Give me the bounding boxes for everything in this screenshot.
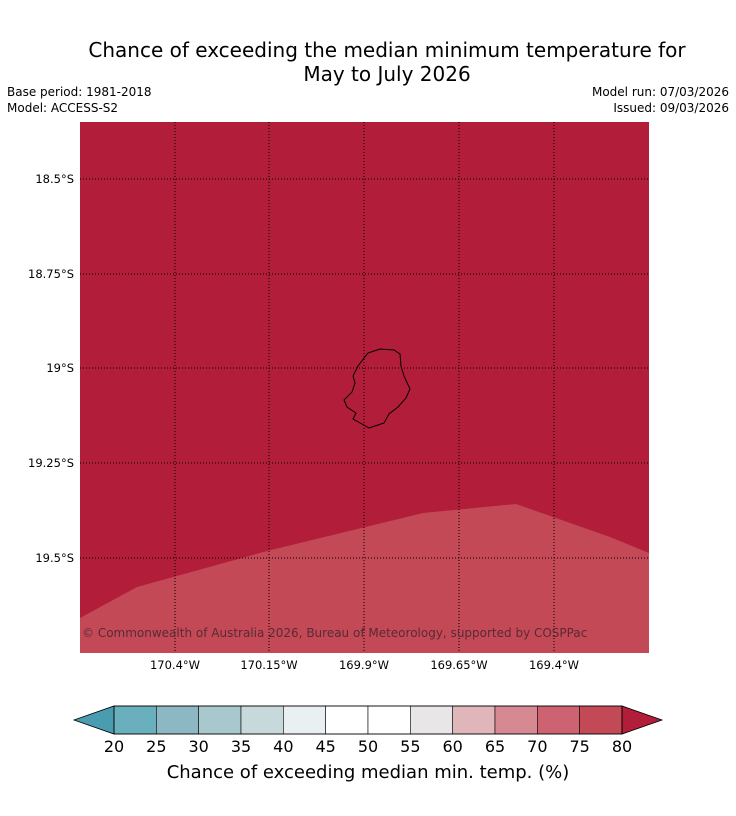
colorbar-tick-label: 80 xyxy=(612,737,632,756)
colorbar-cell xyxy=(579,705,623,735)
colorbar-tick-labels: 20 25 30 35 40 45 50 55 60 65 70 75 80 xyxy=(104,737,632,756)
colorbar-tick-label: 55 xyxy=(400,737,420,756)
colorbar-extend-low xyxy=(72,705,115,735)
colorbar-cell xyxy=(494,705,538,735)
colorbar-tick-label: 25 xyxy=(146,737,166,756)
colorbar-cell xyxy=(113,705,157,735)
lat-label: 19.5°S xyxy=(35,551,74,565)
lon-label: 170.15°W xyxy=(240,658,297,672)
colorbar-tick-label: 40 xyxy=(273,737,293,756)
lon-labels: 170.4°W 170.15°W 169.9°W 169.65°W 169.4°… xyxy=(150,658,579,672)
colorbar-cell xyxy=(240,705,284,735)
island-outline xyxy=(343,348,411,429)
colorbar: 20 25 30 35 40 45 50 55 60 65 70 75 80 Chance of exc… xyxy=(72,705,664,783)
copyright-credit: © Commonwealth of Australia 2026, Bureau… xyxy=(82,626,587,640)
colorbar-cell xyxy=(198,705,242,735)
lon-label: 169.65°W xyxy=(430,658,487,672)
lat-label: 19.25°S xyxy=(28,456,74,470)
lat-label: 19°S xyxy=(46,361,74,375)
colorbar-cells xyxy=(113,705,623,735)
meta-right: Model run: 07/03/2026 Issued: 09/03/2026 xyxy=(592,84,729,116)
colorbar-tick-label: 50 xyxy=(358,737,378,756)
lon-label: 169.4°W xyxy=(529,658,579,672)
colorbar-cell xyxy=(537,705,580,735)
colorbar-tick-label: 35 xyxy=(231,737,251,756)
colorbar-frame xyxy=(113,705,623,735)
colorbar-tick-label: 30 xyxy=(188,737,208,756)
base-period: Base period: 1981-2018 xyxy=(7,85,152,99)
title-line-1: Chance of exceeding the median minimum t… xyxy=(88,38,686,62)
colorbar-tick-label: 75 xyxy=(569,737,589,756)
colorbar-cell xyxy=(325,705,369,735)
colorbar-cell xyxy=(367,705,411,735)
meta-left: Base period: 1981-2018 Model: ACCESS-S2 xyxy=(7,84,152,116)
colorbar-tick-label: 60 xyxy=(442,737,462,756)
lon-label: 169.9°W xyxy=(339,658,389,672)
colorbar-tick-label: 70 xyxy=(527,737,547,756)
issued-date: Issued: 09/03/2026 xyxy=(613,101,729,115)
colorbar-cell xyxy=(283,705,326,735)
lat-labels: 18.5°S 18.75°S 19°S 19.25°S 19.5°S xyxy=(28,172,74,565)
chart-title: Chance of exceeding the median minimum t… xyxy=(0,38,736,86)
gridlines xyxy=(80,122,649,653)
colorbar-title: Chance of exceeding median min. temp. (%… xyxy=(167,762,570,783)
colorbar-cell xyxy=(410,705,453,735)
model-name: Model: ACCESS-S2 xyxy=(7,101,119,115)
colorbar-cell xyxy=(156,705,199,735)
colorbar-tick-label: 20 xyxy=(104,737,124,756)
model-run: Model run: 07/03/2026 xyxy=(591,85,729,99)
colorbar-tick-label: 65 xyxy=(485,737,505,756)
lon-label: 170.4°W xyxy=(150,658,200,672)
colorbar-cell xyxy=(452,705,496,735)
lat-label: 18.75°S xyxy=(28,267,74,281)
colorbar-extend-high xyxy=(621,705,664,735)
lat-label: 18.5°S xyxy=(35,172,74,186)
title-line-2: May to July 2026 xyxy=(303,62,471,86)
colorbar-tick-label: 45 xyxy=(315,737,335,756)
